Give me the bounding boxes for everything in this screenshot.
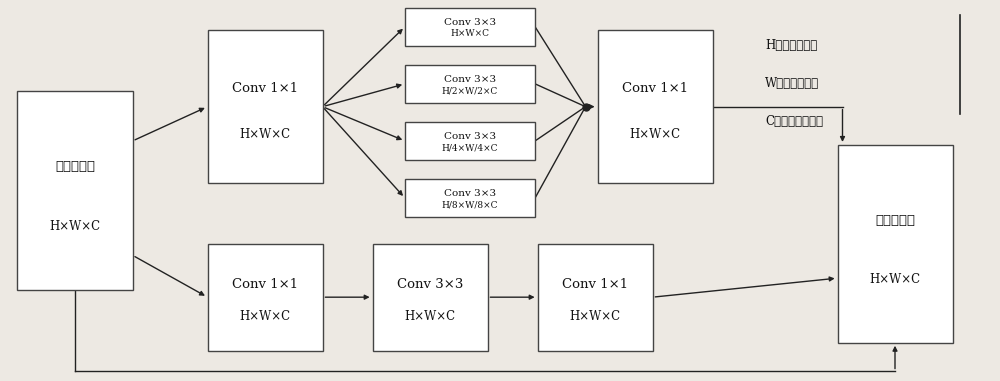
Text: H×W×C: H×W×C [49, 220, 101, 233]
FancyBboxPatch shape [405, 122, 535, 160]
Text: 输出特征图: 输出特征图 [875, 214, 915, 227]
FancyBboxPatch shape [598, 30, 712, 183]
Text: H/4×W/4×C: H/4×W/4×C [442, 143, 498, 152]
FancyBboxPatch shape [208, 30, 322, 183]
Text: Conv 3×3: Conv 3×3 [444, 18, 496, 27]
Text: H×W×C: H×W×C [569, 310, 621, 323]
FancyBboxPatch shape [405, 179, 535, 217]
FancyBboxPatch shape [405, 8, 535, 46]
FancyBboxPatch shape [208, 244, 322, 351]
FancyBboxPatch shape [372, 244, 488, 351]
Text: Conv 1×1: Conv 1×1 [622, 82, 688, 95]
Text: Conv 1×1: Conv 1×1 [232, 278, 298, 291]
Text: W：特征图宽度: W：特征图宽度 [765, 77, 819, 90]
FancyBboxPatch shape [17, 91, 132, 290]
Text: H×W×C: H×W×C [869, 273, 921, 286]
Text: C：特征图通道数: C：特征图通道数 [765, 115, 823, 128]
Text: Conv 3×3: Conv 3×3 [397, 278, 463, 291]
Text: H×W×C: H×W×C [239, 128, 291, 141]
FancyBboxPatch shape [538, 244, 652, 351]
Text: Conv 3×3: Conv 3×3 [444, 132, 496, 141]
Text: Conv 1×1: Conv 1×1 [232, 82, 298, 95]
Text: Conv 3×3: Conv 3×3 [444, 189, 496, 198]
Text: H/8×W/8×C: H/8×W/8×C [442, 200, 498, 210]
Text: H/2×W/2×C: H/2×W/2×C [442, 86, 498, 95]
Text: H：特征图高度: H：特征图高度 [765, 39, 817, 52]
Text: H×W×C: H×W×C [450, 29, 490, 38]
FancyBboxPatch shape [838, 145, 952, 343]
Text: Conv 1×1: Conv 1×1 [562, 278, 628, 291]
Text: H×W×C: H×W×C [629, 128, 681, 141]
FancyBboxPatch shape [405, 65, 535, 103]
Text: H×W×C: H×W×C [239, 310, 291, 323]
Text: Conv 3×3: Conv 3×3 [444, 75, 496, 84]
Text: H×W×C: H×W×C [404, 310, 456, 323]
Text: 输入特征图: 输入特征图 [55, 160, 95, 173]
